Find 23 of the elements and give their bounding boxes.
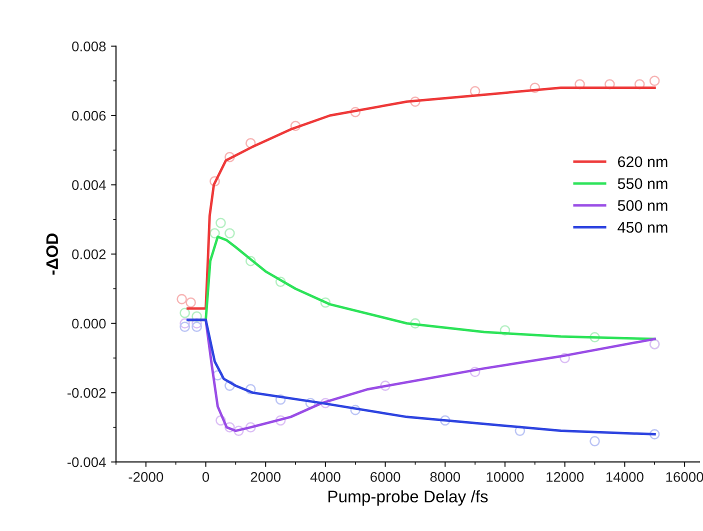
y-tick-label: -0.002 — [68, 388, 106, 398]
x-axis-title: Pump-probe Delay /fs — [328, 490, 488, 506]
y-tick-label: 0.002 — [72, 249, 106, 260]
x-tick-label: 8000 — [430, 472, 460, 482]
y-tick-label: 0.006 — [72, 110, 106, 121]
x-tick-label: 2000 — [250, 472, 281, 482]
x-tick-label: 16000 — [666, 472, 703, 482]
legend-label: 500 nm — [618, 200, 668, 211]
legend-label: 620 nm — [618, 156, 668, 168]
y-tick-label: 0.000 — [72, 318, 106, 329]
legend-label: 550 nm — [618, 178, 668, 190]
x-tick-label: 12000 — [546, 472, 584, 482]
x-tick-label: 0 — [202, 472, 210, 482]
x-tick-label: 14000 — [606, 472, 644, 482]
x-tick-label: 10000 — [486, 472, 524, 482]
x-tick-label: 6000 — [370, 472, 400, 482]
y-tick-label: 0.004 — [72, 180, 106, 190]
y-axis-title: -ΔOD — [46, 234, 58, 275]
y-tick-label: 0.008 — [72, 42, 106, 52]
x-tick-label: -2000 — [128, 472, 164, 482]
legend-label: 450 nm — [618, 222, 668, 233]
x-tick-label: 4000 — [310, 472, 340, 482]
y-tick-label: -0.004 — [68, 457, 106, 468]
